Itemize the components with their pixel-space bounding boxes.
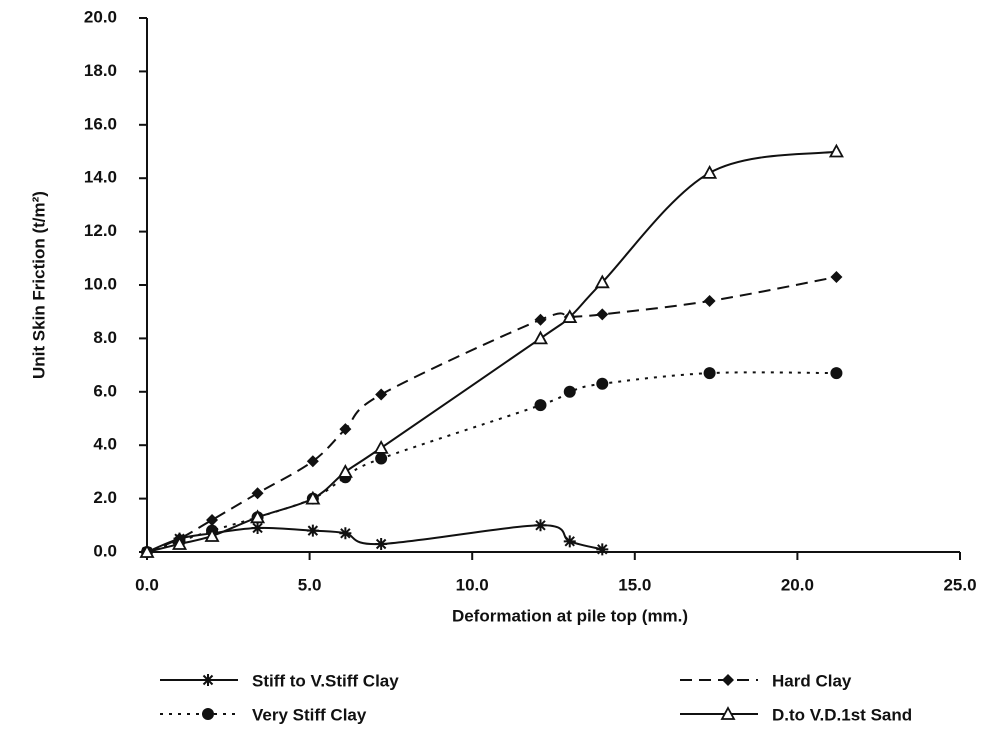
marker xyxy=(828,143,844,158)
y-tick-label: 10.0 xyxy=(84,274,117,293)
y-axis-label: Unit Skin Friction (t/m²) xyxy=(29,191,48,379)
marker xyxy=(596,543,609,556)
marker xyxy=(702,164,718,179)
marker xyxy=(563,535,576,548)
marker xyxy=(563,385,576,398)
marker xyxy=(337,464,353,478)
marker xyxy=(339,527,352,540)
marker xyxy=(703,295,716,308)
series-line xyxy=(146,150,837,553)
marker xyxy=(373,439,389,454)
y-tick-label: 14.0 xyxy=(84,168,117,187)
y-tick-label: 12.0 xyxy=(84,221,117,240)
marker xyxy=(830,270,843,283)
x-axis-label: Deformation at pile top (mm.) xyxy=(452,606,688,625)
marker xyxy=(375,537,388,550)
legend-label: Very Stiff Clay xyxy=(252,705,367,724)
y-tick-label: 20.0 xyxy=(84,7,117,26)
marker xyxy=(722,674,734,686)
legend-label: D.to V.D.1st Sand xyxy=(772,705,912,724)
marker xyxy=(202,674,214,686)
marker xyxy=(532,330,549,345)
marker xyxy=(375,452,388,465)
marker xyxy=(596,308,609,321)
marker xyxy=(534,519,547,532)
y-tick-label: 2.0 xyxy=(93,488,117,507)
marker xyxy=(306,455,319,468)
marker xyxy=(251,521,264,534)
series-line xyxy=(146,276,837,553)
x-tick-label: 20.0 xyxy=(781,575,814,594)
x-tick-label: 25.0 xyxy=(943,575,976,594)
marker xyxy=(250,509,266,524)
x-tick-label: 0.0 xyxy=(135,575,159,594)
legend-label: Stiff to V.Stiff Clay xyxy=(252,671,399,690)
series-line xyxy=(146,371,837,553)
x-tick-label: 5.0 xyxy=(298,575,322,594)
marker xyxy=(534,399,547,412)
legend-label: Hard Clay xyxy=(772,671,852,690)
marker xyxy=(594,274,610,289)
y-tick-label: 6.0 xyxy=(93,381,117,400)
marker xyxy=(703,367,716,380)
y-tick-label: 18.0 xyxy=(84,61,117,80)
y-tick-label: 0.0 xyxy=(93,541,117,560)
marker xyxy=(204,528,220,542)
x-tick-label: 10.0 xyxy=(456,575,489,594)
marker xyxy=(172,536,188,550)
marker xyxy=(206,513,219,526)
marker xyxy=(534,313,547,326)
marker xyxy=(596,377,609,390)
marker xyxy=(306,524,319,537)
y-tick-label: 8.0 xyxy=(93,328,117,347)
marker xyxy=(375,388,388,401)
marker xyxy=(562,309,578,323)
marker xyxy=(830,367,843,380)
marker xyxy=(720,706,736,720)
y-tick-label: 4.0 xyxy=(93,435,117,454)
marker xyxy=(305,490,321,505)
x-tick-label: 15.0 xyxy=(618,575,651,594)
marker xyxy=(139,544,155,558)
y-tick-label: 16.0 xyxy=(84,114,117,133)
marker xyxy=(339,423,352,436)
marker xyxy=(202,708,214,720)
marker xyxy=(251,487,264,500)
